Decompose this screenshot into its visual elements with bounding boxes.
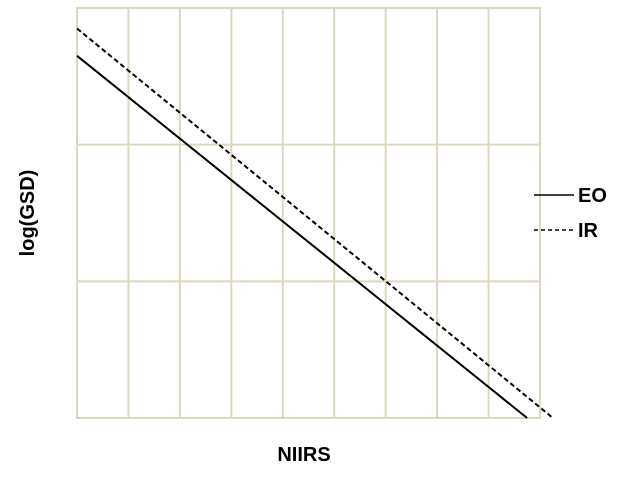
x-axis-label: NIIRS bbox=[277, 444, 330, 466]
series-line-eo bbox=[76, 55, 528, 419]
chart-legend: EO IR bbox=[534, 185, 607, 242]
legend-label-eo: EO bbox=[578, 185, 607, 207]
chart-grid bbox=[76, 7, 541, 419]
series-line-ir bbox=[76, 27, 554, 419]
plot-area-border bbox=[76, 7, 541, 419]
y-axis-label: log(GSD) bbox=[17, 170, 39, 257]
chart-series-group bbox=[76, 27, 554, 419]
legend-label-ir: IR bbox=[578, 220, 599, 242]
